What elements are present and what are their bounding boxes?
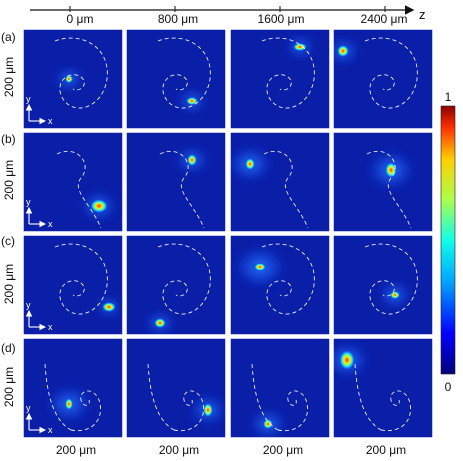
row-scale-c: 200 μm xyxy=(2,264,16,304)
row-label-b: (b) xyxy=(1,132,16,146)
x-axis-label: x xyxy=(48,219,53,229)
beam-hotspot xyxy=(187,154,197,166)
column-label-1: 800 μm xyxy=(158,12,198,26)
panel-border xyxy=(229,337,331,439)
colorbar xyxy=(440,105,456,375)
beam-hotspot xyxy=(337,45,349,57)
beam-hotspot xyxy=(245,158,255,170)
panel-border xyxy=(125,337,227,439)
beam-hotspot xyxy=(65,398,73,410)
row-label-a: (a) xyxy=(1,30,16,44)
y-axis-label: y xyxy=(26,300,31,310)
intensity-panel xyxy=(125,131,227,233)
intensity-panel xyxy=(332,131,434,233)
spiral-guide xyxy=(159,150,205,229)
y-axis-label: y xyxy=(26,94,31,104)
spiral-guide xyxy=(44,363,101,432)
spiral-guide xyxy=(366,150,412,229)
row-scale-a: 200 μm xyxy=(2,57,16,97)
z-axis-label: z xyxy=(419,7,426,22)
panel-border xyxy=(332,28,434,130)
panel-border xyxy=(125,234,227,336)
panel-background xyxy=(126,29,226,129)
beam-hotspot xyxy=(186,97,198,105)
intensity-panel xyxy=(229,234,331,336)
panel-border xyxy=(125,131,227,233)
colorbar-max-label: 1 xyxy=(445,90,452,104)
panel-border xyxy=(22,234,124,336)
bottom-scale-0: 200 μm xyxy=(56,443,96,457)
panel-background xyxy=(126,132,226,232)
x-axis-label: x xyxy=(48,322,53,332)
panel-background xyxy=(230,235,330,335)
x-axis-label: x xyxy=(48,425,53,435)
row-scale-b: 200 μm xyxy=(2,160,16,200)
beam-hotspot xyxy=(203,403,213,417)
bottom-scale-3: 200 μm xyxy=(366,443,406,457)
beam-hotspot xyxy=(154,318,166,328)
bottom-scale-1: 200 μm xyxy=(159,443,199,457)
beam-hotspot xyxy=(254,263,266,271)
beam-hotspot xyxy=(102,302,116,312)
y-axis-label: y xyxy=(26,403,31,413)
intensity-panel xyxy=(229,337,331,439)
intensity-panel xyxy=(332,28,434,130)
intensity-panel xyxy=(229,131,331,233)
panel-border xyxy=(125,28,227,130)
beam-hotspot xyxy=(65,75,73,83)
beam-hotspot xyxy=(263,419,273,429)
xy-axes-indicator: xy xyxy=(25,197,53,229)
column-label-2: 1600 μm xyxy=(258,12,305,26)
panel-border xyxy=(22,28,124,130)
panel-background xyxy=(333,235,433,335)
beam-hotspot xyxy=(90,199,108,213)
panel-border xyxy=(229,131,331,233)
intensity-panel: xy xyxy=(22,337,124,439)
panel-background xyxy=(230,29,330,129)
beam-hotspot xyxy=(385,162,397,178)
panel-background xyxy=(23,235,123,335)
intensity-panel: xy xyxy=(22,234,124,336)
xy-axes-indicator: xy xyxy=(25,94,53,126)
panel-border xyxy=(229,28,331,130)
spiral-guide xyxy=(251,363,308,432)
xy-axes-indicator: xy xyxy=(25,403,53,435)
spiral-guide xyxy=(56,150,102,229)
intensity-panel xyxy=(125,28,227,130)
beam-hotspot xyxy=(390,291,400,299)
beam-hotspot xyxy=(293,43,307,51)
panel-border xyxy=(332,337,434,439)
intensity-panel xyxy=(332,234,434,336)
intensity-panel: xy xyxy=(22,28,124,130)
column-label-0: 0 μm xyxy=(67,12,94,26)
xy-axes-indicator: xy xyxy=(25,300,53,332)
row-scale-d: 200 μm xyxy=(2,367,16,407)
intensity-panel xyxy=(229,28,331,130)
y-axis-label: y xyxy=(26,197,31,207)
intensity-panel xyxy=(332,337,434,439)
panel-border xyxy=(229,234,331,336)
intensity-panel: xy xyxy=(22,131,124,233)
x-axis-label: x xyxy=(48,116,53,126)
intensity-panel xyxy=(125,234,227,336)
panel-border xyxy=(332,234,434,336)
bottom-scale-2: 200 μm xyxy=(263,443,303,457)
panel-border xyxy=(22,131,124,233)
column-label-3: 2400 μm xyxy=(361,12,408,26)
spiral-guide xyxy=(263,150,309,229)
colorbar-min-label: 0 xyxy=(445,380,452,394)
panel-border xyxy=(22,337,124,439)
spiral-guide xyxy=(147,363,204,432)
row-label-c: (c) xyxy=(1,234,15,248)
beam-hotspot xyxy=(339,350,355,370)
spiral-guide xyxy=(354,363,411,432)
panel-background xyxy=(126,235,226,335)
panel-border xyxy=(332,131,434,233)
row-label-d: (d) xyxy=(1,341,16,355)
intensity-panel xyxy=(125,337,227,439)
